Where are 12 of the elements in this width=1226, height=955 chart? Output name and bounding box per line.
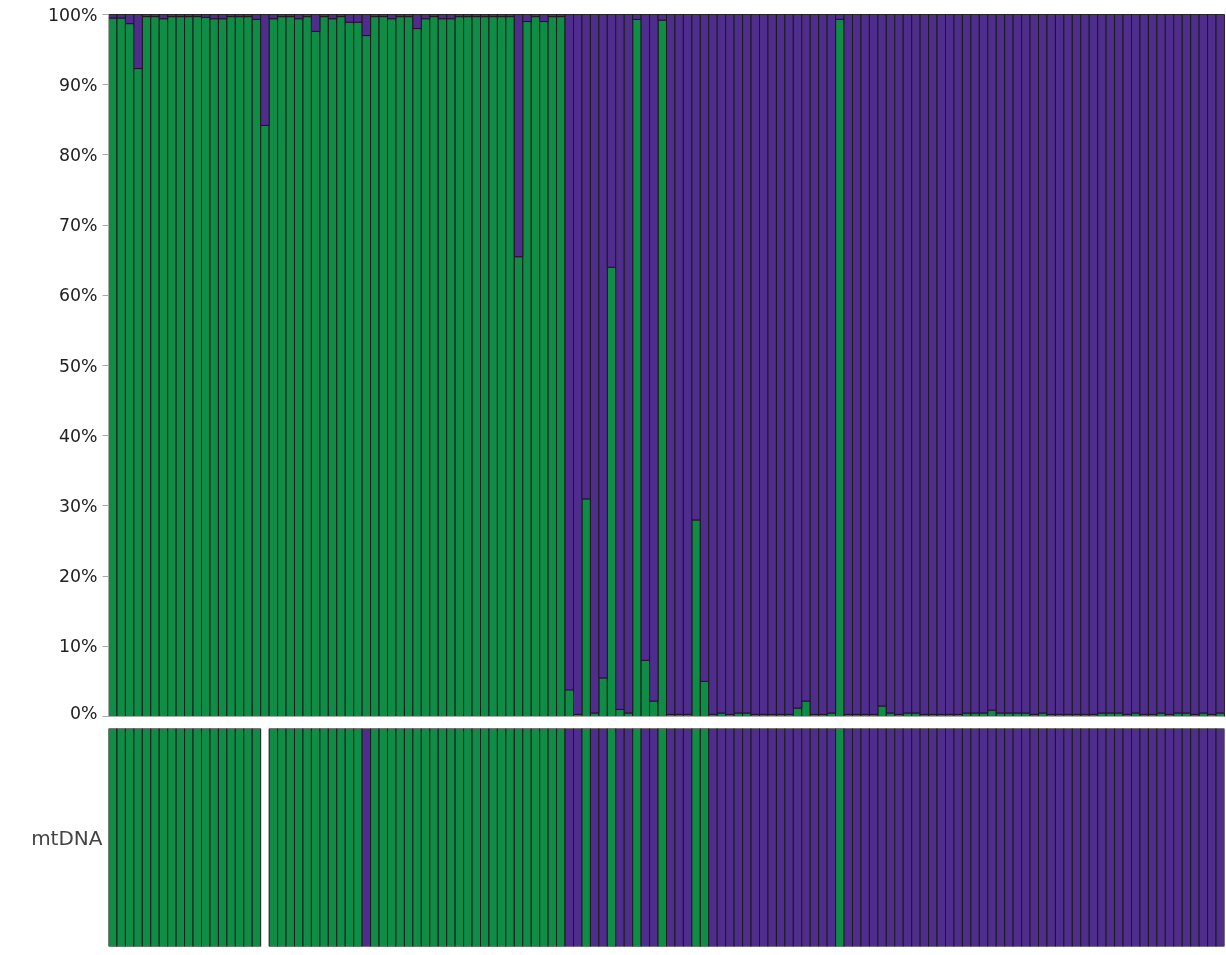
y-tick-label: 90% xyxy=(58,74,98,95)
y-tick-label: 40% xyxy=(58,425,98,446)
y-tick-label: 10% xyxy=(58,636,98,657)
y-tick-label: 50% xyxy=(58,355,98,376)
y-tick-label: 60% xyxy=(58,285,98,306)
y-axis-title: mtDNA xyxy=(31,825,103,850)
y-tick-label: 100% xyxy=(47,4,98,25)
y-tick-label: 70% xyxy=(58,215,98,236)
y-tick-label: 80% xyxy=(58,144,98,165)
y-tick-label: 0% xyxy=(70,702,98,723)
y-tick-label: 20% xyxy=(58,566,98,587)
y-tick-label: 30% xyxy=(58,495,98,516)
